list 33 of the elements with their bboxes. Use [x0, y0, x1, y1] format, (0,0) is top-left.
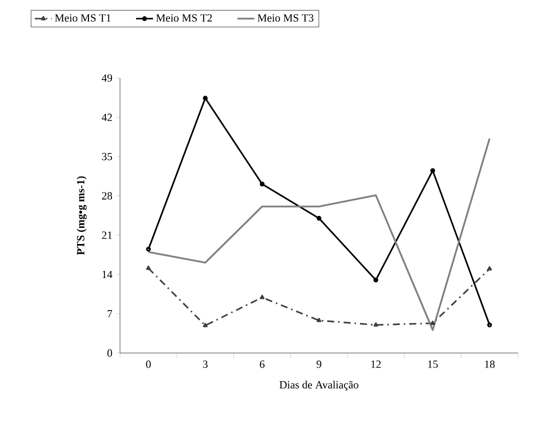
x-axis-title: Dias de Avaliação — [280, 380, 358, 391]
x-tick-label: 15 — [428, 360, 438, 368]
x-tick-label: 12 — [371, 360, 381, 368]
y-tick-label: 0 — [107, 349, 112, 357]
y-tick-label: 42 — [102, 114, 112, 121]
point — [316, 216, 322, 221]
point — [260, 294, 264, 300]
y-tick-label: 35 — [102, 152, 112, 160]
legend-label: Meio MS T3 — [258, 14, 314, 22]
x-tick-label: 3 — [203, 360, 208, 368]
x-tick-label: 0 — [146, 360, 151, 368]
point — [430, 168, 436, 173]
y-tick-label: 21 — [102, 232, 112, 239]
y-axis-title: PTS (mg•g ms-1) — [76, 176, 87, 255]
legend-label: Meio MS T2 — [156, 14, 212, 22]
point — [202, 96, 208, 101]
point — [487, 266, 492, 271]
x-tick-label: 6 — [260, 360, 265, 368]
x-tick-label: 18 — [485, 360, 495, 368]
legend-label: Meio MS T1 — [54, 14, 111, 22]
y-tick-label: 28 — [102, 192, 112, 200]
point — [430, 320, 436, 325]
point — [202, 322, 208, 328]
line-series — [148, 138, 490, 331]
point — [374, 322, 378, 327]
x-tick-label: 9 — [316, 360, 322, 368]
y-tick-label: 7 — [108, 310, 112, 318]
point — [373, 278, 378, 282]
y-tick-label: 49 — [102, 74, 112, 82]
point — [146, 266, 151, 270]
y-tick-label: 14 — [102, 270, 112, 278]
point — [316, 318, 322, 322]
point — [260, 182, 265, 186]
